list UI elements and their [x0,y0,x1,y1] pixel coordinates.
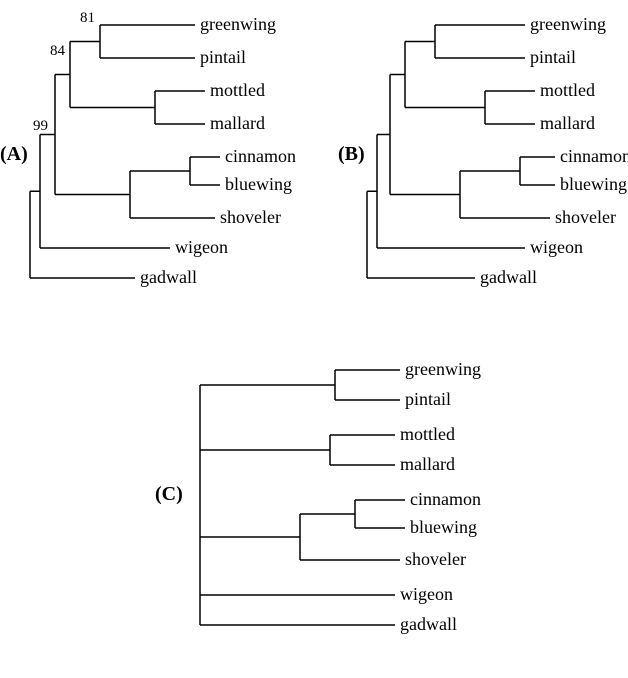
taxon-pintail: pintail [200,47,246,67]
taxon-pintail-b: pintail [530,47,576,67]
taxon-wigeon-c: wigeon [400,584,453,604]
taxon-gadwall-c: gadwall [400,614,457,634]
taxon-greenwing-c: greenwing [405,359,481,379]
taxon-bluewing-b: bluewing [560,174,627,194]
taxon-cinnamon-b: cinnamon [560,146,628,166]
taxon-gadwall-b: gadwall [480,267,537,287]
taxon-cinnamon: cinnamon [225,146,296,166]
bootstrap-81: 81 [80,10,95,26]
taxon-bluewing-c: bluewing [410,517,477,537]
panel-b: (B) greenwing pintail mottled mallard ci… [338,14,628,287]
taxon-mottled-b: mottled [540,80,595,100]
taxon-shoveler-b: shoveler [555,207,616,227]
taxon-shoveler: shoveler [220,207,281,227]
taxon-mallard-c: mallard [400,454,455,474]
taxon-pintail-c: pintail [405,389,451,409]
taxon-mallard-b: mallard [540,113,595,133]
taxon-mallard: mallard [210,113,265,133]
taxon-wigeon: wigeon [175,237,228,257]
taxon-mottled-c: mottled [400,424,455,444]
panel-a: (A) greenwing pintail mottled mallard ci… [0,10,296,287]
taxon-shoveler-c: shoveler [405,549,466,569]
panel-a-label: (A) [0,143,28,165]
taxon-mottled: mottled [210,80,265,100]
taxon-bluewing: bluewing [225,174,292,194]
panel-c-label: (C) [155,483,183,505]
panel-c: (C) greenwing pintail mottled mallard ci… [155,359,481,634]
bootstrap-99: 99 [33,118,48,134]
panel-b-label: (B) [338,143,365,165]
taxon-cinnamon-c: cinnamon [410,489,481,509]
taxon-greenwing-b: greenwing [530,14,606,34]
bootstrap-84: 84 [50,43,66,59]
taxon-gadwall: gadwall [140,267,197,287]
taxon-wigeon-b: wigeon [530,237,583,257]
taxon-greenwing: greenwing [200,14,276,34]
